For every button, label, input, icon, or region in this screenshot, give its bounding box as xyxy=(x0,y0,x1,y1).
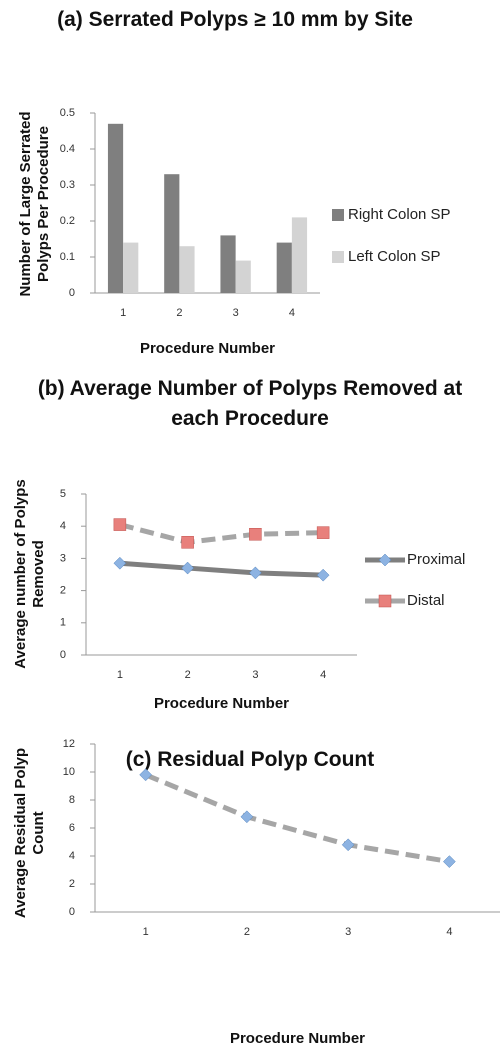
bar xyxy=(107,123,124,293)
legend-swatch xyxy=(332,251,344,263)
y-tick-label: 0 xyxy=(69,287,75,299)
y-tick-label: 2 xyxy=(69,878,75,890)
legend-swatch xyxy=(332,209,344,221)
x-tick-label: 4 xyxy=(320,669,326,681)
y-tick-label: 0.1 xyxy=(60,251,75,263)
marker xyxy=(443,855,456,868)
y-tick-label: 8 xyxy=(69,794,75,806)
bar xyxy=(276,242,292,293)
marker xyxy=(113,518,127,531)
x-tick-label: 1 xyxy=(120,307,126,319)
marker xyxy=(316,526,330,539)
x-tick-label: 1 xyxy=(143,926,149,938)
marker xyxy=(181,561,194,575)
x-tick-label: 3 xyxy=(233,307,239,319)
x-tick-label: 3 xyxy=(345,926,351,938)
chart-title: (c) Residual Polyp Count xyxy=(125,748,375,771)
y-tick-label: 0.5 xyxy=(60,107,75,119)
x-tick-label: 2 xyxy=(185,669,191,681)
y-tick-label: 4 xyxy=(60,520,66,532)
x-axis-label: Procedure Number xyxy=(153,695,290,712)
bar xyxy=(235,260,251,293)
y-tick-label: 0.2 xyxy=(60,215,75,227)
chart-title: (a) Serrated Polyps ≥ 10 mm by Site xyxy=(57,8,413,31)
marker xyxy=(240,810,254,824)
x-tick-label: 4 xyxy=(289,307,295,319)
marker xyxy=(378,594,392,608)
bar xyxy=(291,217,308,293)
x-tick-label: 4 xyxy=(446,926,452,938)
marker xyxy=(181,536,194,549)
line xyxy=(119,522,324,545)
y-tick-label: 0.3 xyxy=(60,179,75,191)
legend-label: Left Colon SP xyxy=(348,248,441,265)
y-tick-label: 4 xyxy=(69,850,75,862)
marker xyxy=(249,528,262,541)
x-tick-label: 3 xyxy=(252,669,258,681)
legend-label: Proximal xyxy=(407,551,465,568)
y-tick-label: 12 xyxy=(63,738,75,750)
marker xyxy=(249,566,262,580)
y-tick-label: 0 xyxy=(69,906,75,918)
y-tick-label: 2 xyxy=(60,585,66,597)
marker xyxy=(378,553,392,567)
y-tick-label: 0.4 xyxy=(60,143,75,155)
marker xyxy=(316,568,330,582)
y-tick-label: 0 xyxy=(60,649,66,661)
bar xyxy=(123,242,139,293)
y-tick-label: 3 xyxy=(60,552,66,564)
marker xyxy=(113,556,127,570)
marker xyxy=(139,768,152,782)
line xyxy=(144,772,450,865)
x-axis-label: Procedure Number xyxy=(229,1030,366,1047)
x-tick-label: 2 xyxy=(176,307,182,319)
bar xyxy=(220,235,236,293)
marker xyxy=(341,838,355,852)
x-tick-label: 1 xyxy=(117,669,123,681)
y-tick-label: 5 xyxy=(60,488,66,500)
y-tick-label: 10 xyxy=(63,766,75,778)
legend-label: Distal xyxy=(407,592,445,609)
line xyxy=(119,560,324,578)
x-tick-label: 2 xyxy=(244,926,250,938)
x-axis-label: Procedure Number xyxy=(139,340,276,357)
bar xyxy=(164,174,180,293)
chart-title: (b) Average Number of Polyps Removed at … xyxy=(37,377,463,430)
y-tick-label: 1 xyxy=(60,617,66,629)
legend-label: Right Colon SP xyxy=(348,206,451,223)
bar xyxy=(179,246,195,293)
y-tick-label: 6 xyxy=(69,822,75,834)
